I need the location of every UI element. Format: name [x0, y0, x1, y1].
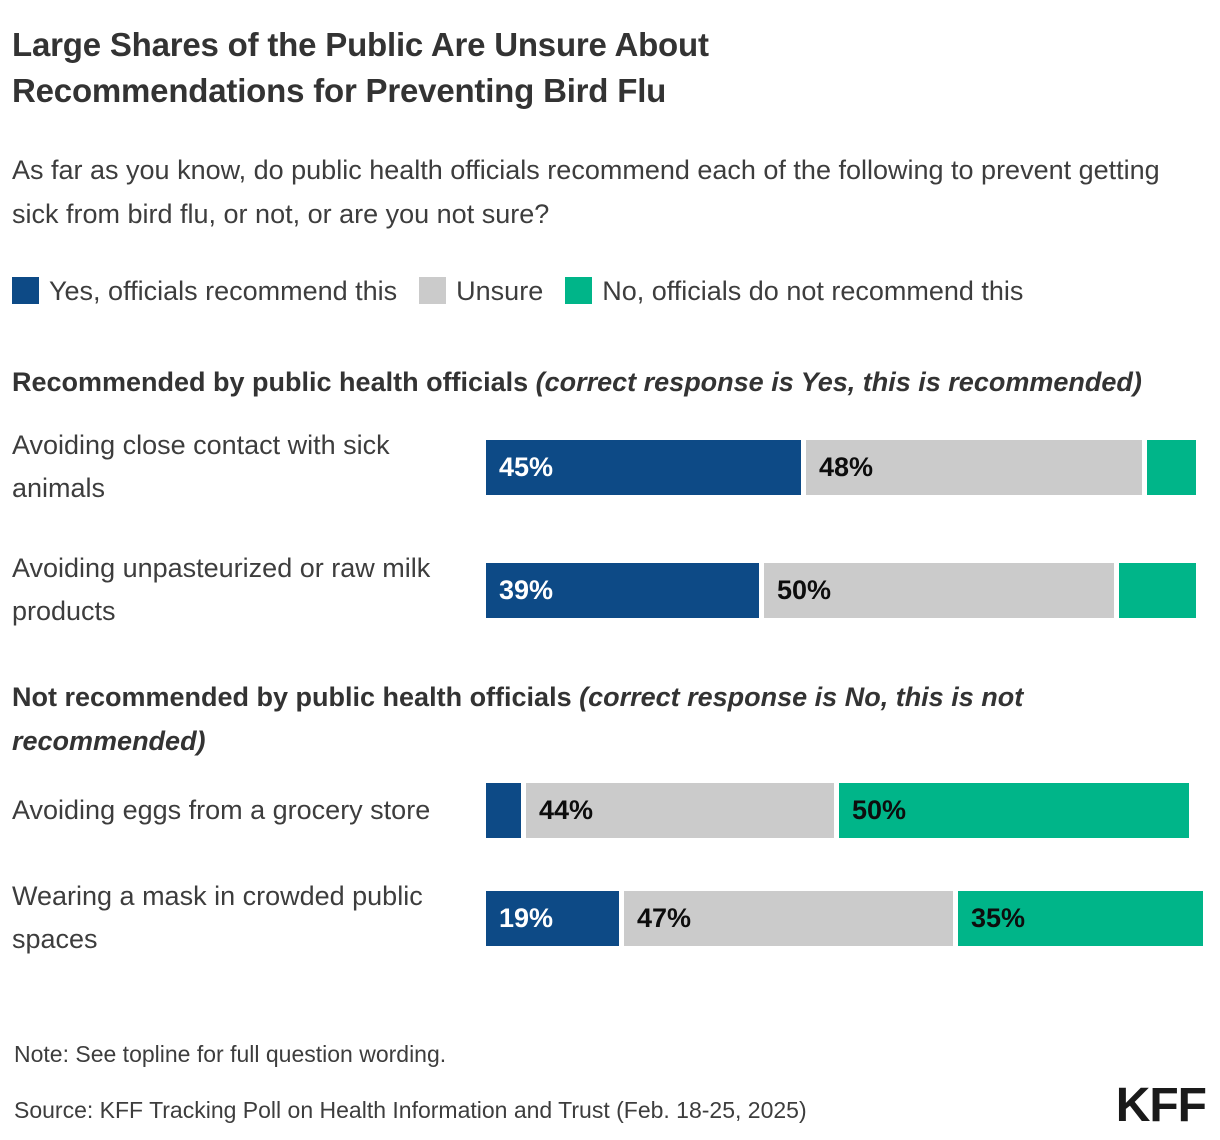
stacked-bar: 39% 50%: [486, 562, 1196, 618]
chart-title: Large Shares of the Public Are Unsure Ab…: [12, 26, 709, 109]
section-heading-1: Not recommended by public health officia…: [12, 675, 1202, 763]
bar-value-label: 47%: [637, 902, 692, 933]
legend-swatch-icon: [12, 277, 39, 304]
bar-value-label: 50%: [852, 795, 907, 825]
bar-segment-no: 35%: [958, 890, 1203, 946]
legend-label: Yes, officials recommend this: [49, 276, 398, 306]
table-row: Avoiding eggs from a grocery store 44% 50%: [12, 783, 1206, 838]
bar-value-label: 48%: [819, 451, 874, 482]
stacked-bar: 45% 48%: [486, 439, 1196, 495]
legend-swatch-icon: [419, 277, 447, 304]
row-label: Wearing a mask in crowded public spaces: [12, 881, 423, 954]
chart-footer: Note: See topline for full question word…: [12, 1041, 1207, 1132]
legend-item-0: Yes, officials recommend this: [12, 276, 397, 306]
legend-item-2: No, officials do not recommend this: [565, 276, 1023, 306]
legend-label: No, officials do not recommend this: [602, 276, 1024, 306]
stacked-bar: 44% 50%: [486, 783, 1189, 838]
table-row: Avoiding close contact with sick animals…: [12, 424, 1206, 510]
table-row: Wearing a mask in crowded public spaces 1…: [12, 875, 1206, 961]
bar-value-label: 39%: [499, 574, 554, 605]
bar-segment-no: [1147, 439, 1196, 495]
bar-segment-unsure: 44%: [526, 783, 834, 838]
bar-value-label: 35%: [971, 902, 1026, 933]
note-text: Note: See topline for full question word…: [14, 1041, 447, 1067]
chart-subtitle: As far as you know, do public health off…: [12, 155, 1160, 229]
bar-value-label: 19%: [499, 902, 554, 933]
bar-segment-no: [1119, 562, 1196, 618]
table-row: Avoiding unpasteurized or raw milk produ…: [12, 547, 1206, 633]
bar-segment-unsure: 48%: [806, 439, 1142, 495]
bar-value-label: 45%: [499, 451, 554, 482]
section-heading-0: Recommended by public health officials (…: [12, 360, 1202, 404]
stacked-bar: 19% 47% 35%: [486, 890, 1203, 946]
bar-segment-yes: [486, 783, 521, 838]
bar-segment-unsure: 47%: [624, 890, 953, 946]
section-heading-note: (correct response is Yes, this is recomm…: [535, 367, 1142, 397]
bar-segment-yes: 45%: [486, 439, 801, 495]
bar-value-label: 44%: [539, 795, 594, 825]
legend-swatch-icon: [565, 277, 593, 304]
chart-container: Large Shares of the Public Are Unsure Ab…: [12, 26, 1206, 961]
row-label: Avoiding unpasteurized or raw milk produ…: [12, 553, 431, 626]
section-heading-text: Recommended by public health officials: [12, 367, 536, 397]
legend-label: Unsure: [456, 276, 544, 306]
bar-segment-unsure: 50%: [764, 562, 1114, 618]
bar-segment-yes: 19%: [486, 890, 619, 946]
bar-segment-no: 50%: [839, 783, 1189, 838]
chart-body: Recommended by public health officials (…: [12, 360, 1206, 961]
row-label: Avoiding eggs from a grocery store: [12, 795, 431, 825]
row-label: Avoiding close contact with sick animals: [12, 430, 390, 503]
bar-segment-yes: 39%: [486, 562, 759, 618]
legend: Yes, officials recommend this Unsure No, o…: [12, 264, 1177, 318]
section-heading-note: (correct response is No, this is not rec…: [12, 682, 1024, 756]
source-row: Source: KFF Tracking Poll on Health Info…: [12, 1079, 1207, 1132]
legend-item-1: Unsure: [419, 276, 543, 306]
source-text: Source: KFF Tracking Poll on Health Info…: [14, 1097, 807, 1123]
kff-logo: KFF: [1115, 1079, 1207, 1132]
section-heading-text: Not recommended by public health officia…: [12, 682, 580, 712]
bar-value-label: 50%: [777, 574, 832, 605]
